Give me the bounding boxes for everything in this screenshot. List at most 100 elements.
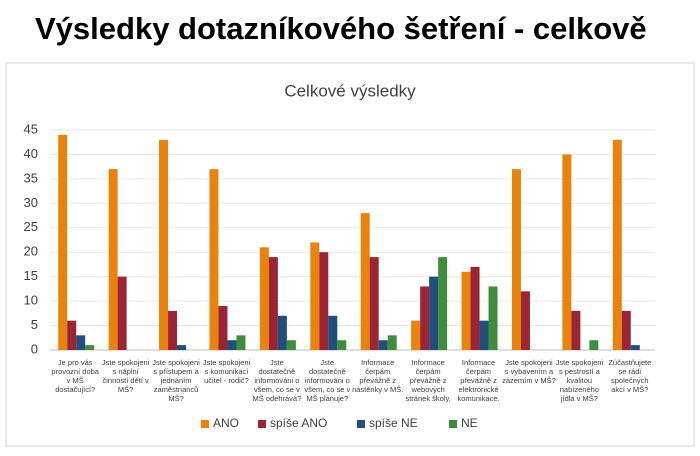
x-tick-label: dostatečně bbox=[259, 367, 296, 376]
x-tick-label: s vybavením a bbox=[505, 367, 554, 376]
x-tick-label: s náplní bbox=[112, 367, 139, 376]
bar bbox=[236, 335, 246, 350]
x-tick-label: s komunikací bbox=[205, 367, 250, 376]
bar bbox=[277, 315, 287, 350]
x-tick-label: provozní doba bbox=[51, 367, 99, 376]
bar bbox=[511, 169, 521, 350]
bar bbox=[76, 335, 86, 350]
x-tick-label: stránek školy. bbox=[405, 394, 450, 403]
x-tick-label: Informace bbox=[361, 358, 394, 367]
x-tick-label: dostatečně bbox=[309, 367, 346, 376]
y-tick-label: 40 bbox=[24, 146, 38, 161]
legend-swatch bbox=[258, 420, 266, 428]
bar bbox=[227, 340, 237, 350]
x-tick-label: se rádi bbox=[619, 367, 642, 376]
bar bbox=[108, 169, 118, 350]
bar bbox=[58, 134, 68, 350]
x-tick-label: Jste spokojeni bbox=[102, 358, 150, 367]
bar bbox=[177, 345, 187, 350]
bar bbox=[479, 320, 489, 350]
bar bbox=[562, 154, 572, 350]
bar bbox=[520, 291, 530, 350]
bar bbox=[337, 340, 347, 350]
x-tick-label: informováni o bbox=[254, 376, 299, 385]
x-tick-label: MŠ? bbox=[118, 385, 133, 394]
bar bbox=[168, 310, 178, 350]
bar bbox=[411, 320, 421, 350]
x-tick-label: čerpám bbox=[466, 367, 491, 376]
legend-label: spíše NE bbox=[369, 416, 418, 430]
x-tick-label: Jste spokojeni bbox=[505, 358, 553, 367]
y-tick-label: 5 bbox=[31, 317, 38, 332]
x-tick-label: nástěnky v MŠ. bbox=[352, 385, 403, 394]
y-tick-label: 45 bbox=[24, 121, 38, 136]
bar bbox=[429, 276, 439, 350]
x-tick-label: převážně z bbox=[460, 376, 497, 385]
x-tick-label: MŠ plánuje? bbox=[306, 394, 348, 403]
x-tick-label: s přístupem a bbox=[153, 367, 199, 376]
x-tick-label: Zúčastňujete bbox=[608, 358, 651, 367]
bar bbox=[85, 345, 95, 350]
bar bbox=[621, 310, 631, 350]
bar bbox=[630, 345, 640, 350]
x-tick-label: kvalitou bbox=[567, 376, 592, 385]
x-tick-label: akcí v MŠ? bbox=[611, 385, 648, 394]
y-tick-label: 35 bbox=[24, 170, 38, 185]
bar bbox=[470, 266, 480, 350]
x-tick-label: Je pro vás bbox=[58, 358, 93, 367]
bar bbox=[328, 315, 338, 350]
bar bbox=[360, 213, 370, 350]
bar bbox=[319, 252, 329, 350]
bar bbox=[438, 257, 448, 350]
y-tick-label: 20 bbox=[24, 244, 38, 259]
x-tick-label: čerpám bbox=[416, 367, 441, 376]
x-tick-label: všem, co se v bbox=[254, 385, 300, 394]
y-tick-label: 10 bbox=[24, 293, 38, 308]
bar bbox=[387, 335, 397, 350]
x-tick-label: převážně z bbox=[359, 376, 396, 385]
legend-swatch bbox=[201, 420, 209, 428]
x-tick-label: elektronické bbox=[459, 385, 499, 394]
bar bbox=[286, 340, 296, 350]
legend-label: spíše ANO bbox=[270, 416, 327, 430]
chart-frame bbox=[5, 62, 695, 447]
bar bbox=[612, 139, 622, 350]
legend-swatch bbox=[449, 420, 457, 428]
x-tick-label: s pestrostí a bbox=[559, 367, 601, 376]
x-tick-label: Informace bbox=[411, 358, 444, 367]
x-tick-label: společných bbox=[611, 376, 649, 385]
x-tick-label: jídla v MŠ? bbox=[560, 394, 598, 403]
legend-label: NE bbox=[461, 416, 478, 430]
x-tick-label: Jste spokojeni bbox=[203, 358, 251, 367]
y-tick-label: 15 bbox=[24, 268, 38, 283]
x-tick-label: dostačující? bbox=[55, 385, 95, 394]
bar bbox=[67, 320, 77, 350]
x-tick-label: komunikace. bbox=[457, 394, 499, 403]
x-tick-label: Jste bbox=[320, 358, 334, 367]
x-tick-label: jednáním bbox=[160, 376, 192, 385]
x-tick-label: zaměstnanců bbox=[154, 385, 199, 394]
y-tick-label: 30 bbox=[24, 195, 38, 210]
y-tick-label: 0 bbox=[31, 341, 38, 356]
bar bbox=[589, 340, 599, 350]
bar bbox=[369, 257, 379, 350]
legend-label: ANO bbox=[213, 416, 239, 430]
x-tick-label: všem, co se v bbox=[304, 385, 350, 394]
x-tick-label: MŠ? bbox=[168, 394, 183, 403]
x-tick-label: informováni o bbox=[305, 376, 350, 385]
bar bbox=[571, 310, 581, 350]
bar bbox=[117, 276, 127, 350]
x-tick-label: činností dětí v bbox=[102, 376, 149, 385]
bar bbox=[420, 286, 430, 350]
x-tick-label: nabízeného bbox=[560, 385, 599, 394]
x-tick-label: zázemím v MŠ? bbox=[502, 376, 556, 385]
x-tick-label: čerpám bbox=[365, 367, 390, 376]
x-tick-label: Jste spokojeni bbox=[152, 358, 200, 367]
bar bbox=[310, 242, 320, 350]
bar bbox=[218, 306, 228, 350]
y-tick-label: 25 bbox=[24, 219, 38, 234]
legend-swatch bbox=[357, 420, 365, 428]
x-tick-label: v MŠ bbox=[67, 376, 84, 385]
